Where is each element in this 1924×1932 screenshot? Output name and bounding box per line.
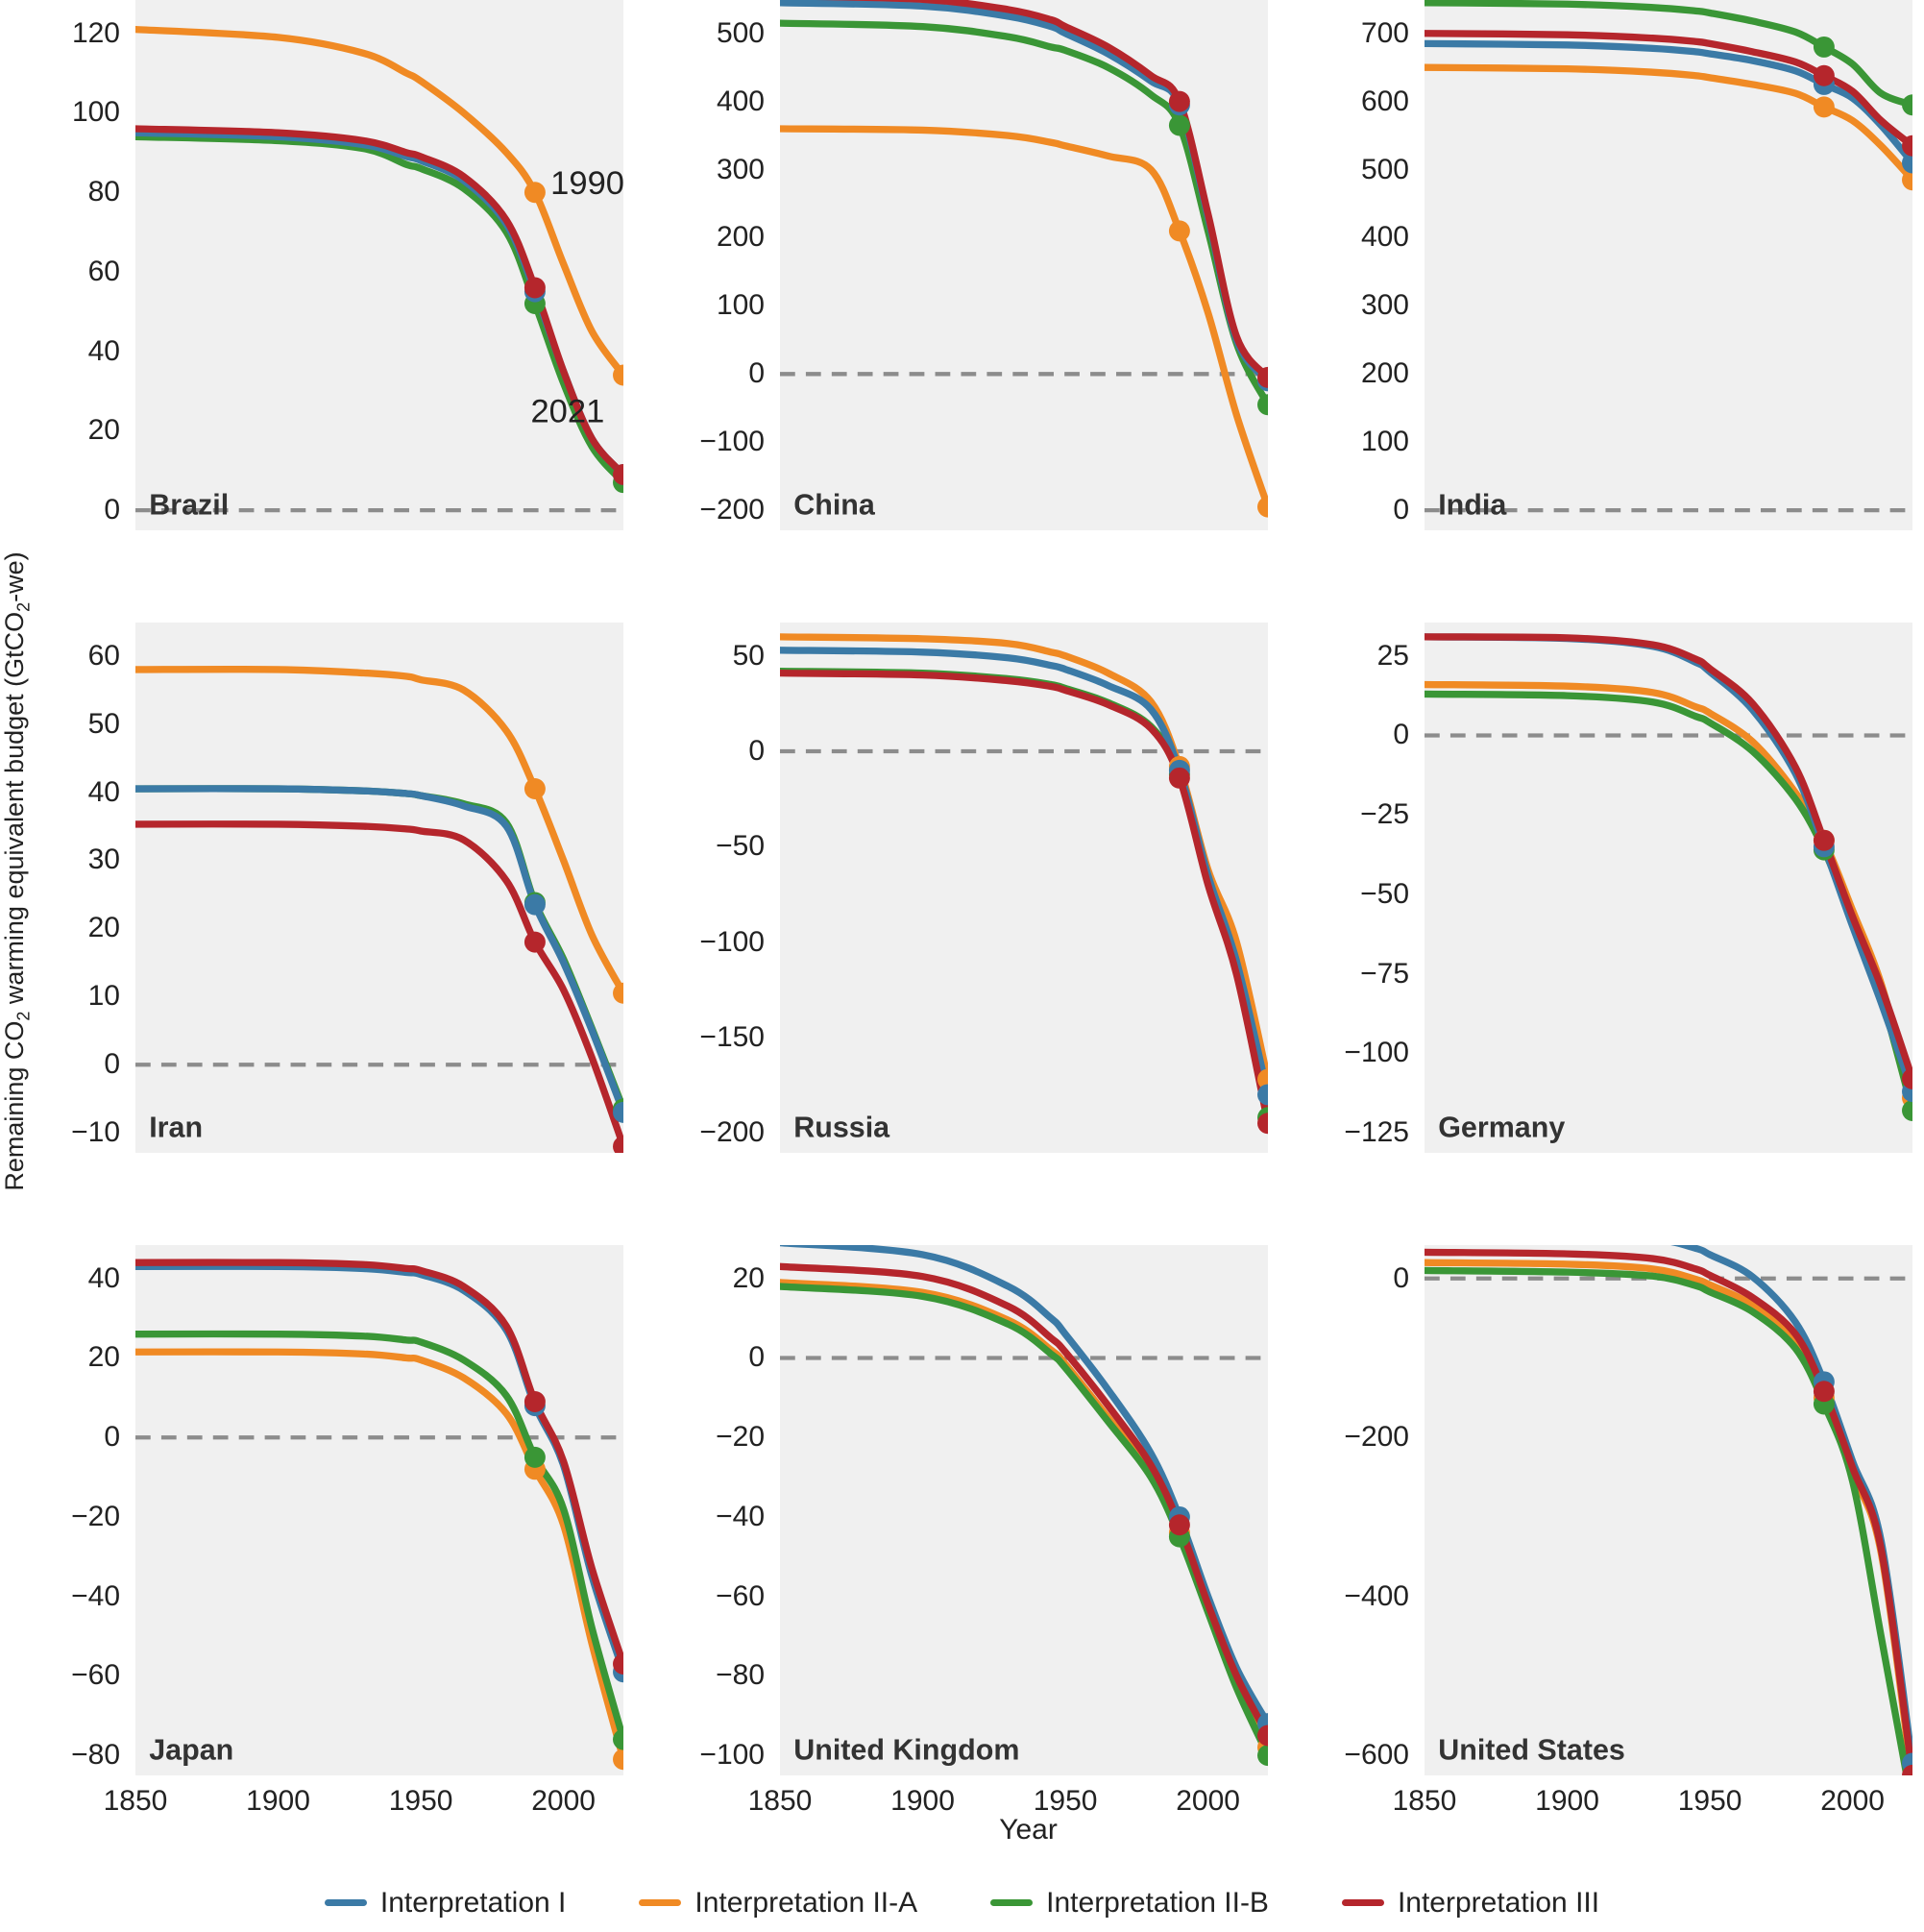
- svg-text:India: India: [1438, 489, 1507, 522]
- svg-text:2021: 2021: [530, 393, 604, 429]
- svg-text:Iran: Iran: [149, 1112, 203, 1144]
- svg-text:Germany: Germany: [1438, 1112, 1565, 1144]
- svg-text:1990: 1990: [550, 165, 623, 202]
- svg-text:Japan: Japan: [149, 1734, 233, 1767]
- svg-text:China: China: [793, 489, 876, 522]
- svg-text:Brazil: Brazil: [149, 489, 229, 522]
- svg-text:United Kingdom: United Kingdom: [793, 1734, 1019, 1767]
- svg-text:Russia: Russia: [793, 1112, 890, 1144]
- svg-text:United States: United States: [1438, 1734, 1625, 1767]
